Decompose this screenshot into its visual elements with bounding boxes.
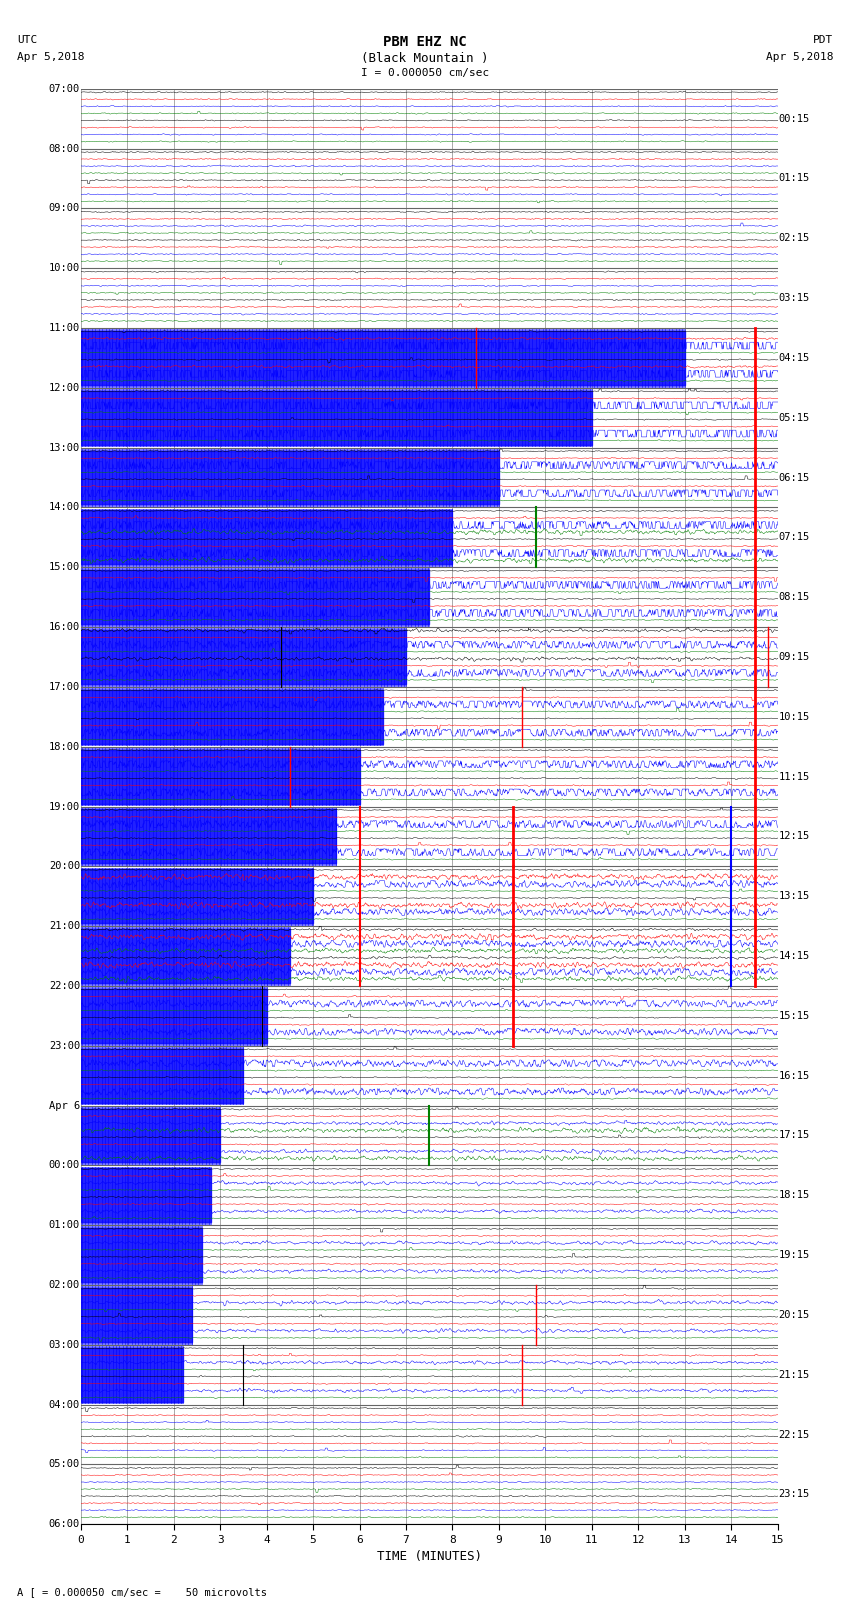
Text: 07:15: 07:15 (779, 532, 810, 542)
Text: 15:00: 15:00 (48, 563, 80, 573)
Text: 18:15: 18:15 (779, 1190, 810, 1200)
Text: 16:15: 16:15 (779, 1071, 810, 1081)
Text: 20:15: 20:15 (779, 1310, 810, 1319)
Text: UTC: UTC (17, 35, 37, 45)
Text: PBM EHZ NC: PBM EHZ NC (383, 35, 467, 50)
Text: 14:00: 14:00 (48, 502, 80, 513)
Text: 14:15: 14:15 (779, 952, 810, 961)
Text: 08:00: 08:00 (48, 144, 80, 153)
Text: 22:00: 22:00 (48, 981, 80, 990)
Text: 01:15: 01:15 (779, 174, 810, 184)
Text: 01:00: 01:00 (48, 1219, 80, 1231)
Text: 09:15: 09:15 (779, 652, 810, 661)
Text: 10:15: 10:15 (779, 711, 810, 721)
Text: 12:00: 12:00 (48, 382, 80, 394)
Text: A [ = 0.000050 cm/sec =    50 microvolts: A [ = 0.000050 cm/sec = 50 microvolts (17, 1587, 267, 1597)
Text: 17:00: 17:00 (48, 682, 80, 692)
Text: 07:00: 07:00 (48, 84, 80, 94)
Text: 06:15: 06:15 (779, 473, 810, 482)
Text: 23:00: 23:00 (48, 1040, 80, 1050)
Text: 21:00: 21:00 (48, 921, 80, 931)
Text: 10:00: 10:00 (48, 263, 80, 273)
Text: 18:00: 18:00 (48, 742, 80, 752)
Text: 03:00: 03:00 (48, 1340, 80, 1350)
Text: PDT: PDT (813, 35, 833, 45)
Text: 19:00: 19:00 (48, 802, 80, 811)
Text: 00:15: 00:15 (779, 113, 810, 124)
Text: 00:00: 00:00 (48, 1160, 80, 1171)
Text: 02:15: 02:15 (779, 234, 810, 244)
Text: 08:15: 08:15 (779, 592, 810, 602)
Text: 13:00: 13:00 (48, 442, 80, 453)
Text: 03:15: 03:15 (779, 294, 810, 303)
Text: 09:00: 09:00 (48, 203, 80, 213)
Text: Apr 5,2018: Apr 5,2018 (17, 52, 84, 61)
Text: 20:00: 20:00 (48, 861, 80, 871)
Text: 05:15: 05:15 (779, 413, 810, 423)
Text: 02:00: 02:00 (48, 1281, 80, 1290)
Text: Apr 6: Apr 6 (48, 1100, 80, 1111)
Text: Apr 5,2018: Apr 5,2018 (766, 52, 833, 61)
Text: 12:15: 12:15 (779, 831, 810, 842)
Text: 17:15: 17:15 (779, 1131, 810, 1140)
Text: 06:00: 06:00 (48, 1519, 80, 1529)
Text: 04:15: 04:15 (779, 353, 810, 363)
Text: 15:15: 15:15 (779, 1011, 810, 1021)
Text: 05:00: 05:00 (48, 1460, 80, 1469)
X-axis label: TIME (MINUTES): TIME (MINUTES) (377, 1550, 482, 1563)
Text: 13:15: 13:15 (779, 892, 810, 902)
Text: 21:15: 21:15 (779, 1369, 810, 1379)
Text: 19:15: 19:15 (779, 1250, 810, 1260)
Text: 22:15: 22:15 (779, 1429, 810, 1439)
Text: (Black Mountain ): (Black Mountain ) (361, 52, 489, 65)
Text: 16:00: 16:00 (48, 623, 80, 632)
Text: 04:00: 04:00 (48, 1400, 80, 1410)
Text: 23:15: 23:15 (779, 1489, 810, 1500)
Text: 11:15: 11:15 (779, 771, 810, 782)
Text: I = 0.000050 cm/sec: I = 0.000050 cm/sec (361, 68, 489, 77)
Text: 11:00: 11:00 (48, 323, 80, 332)
